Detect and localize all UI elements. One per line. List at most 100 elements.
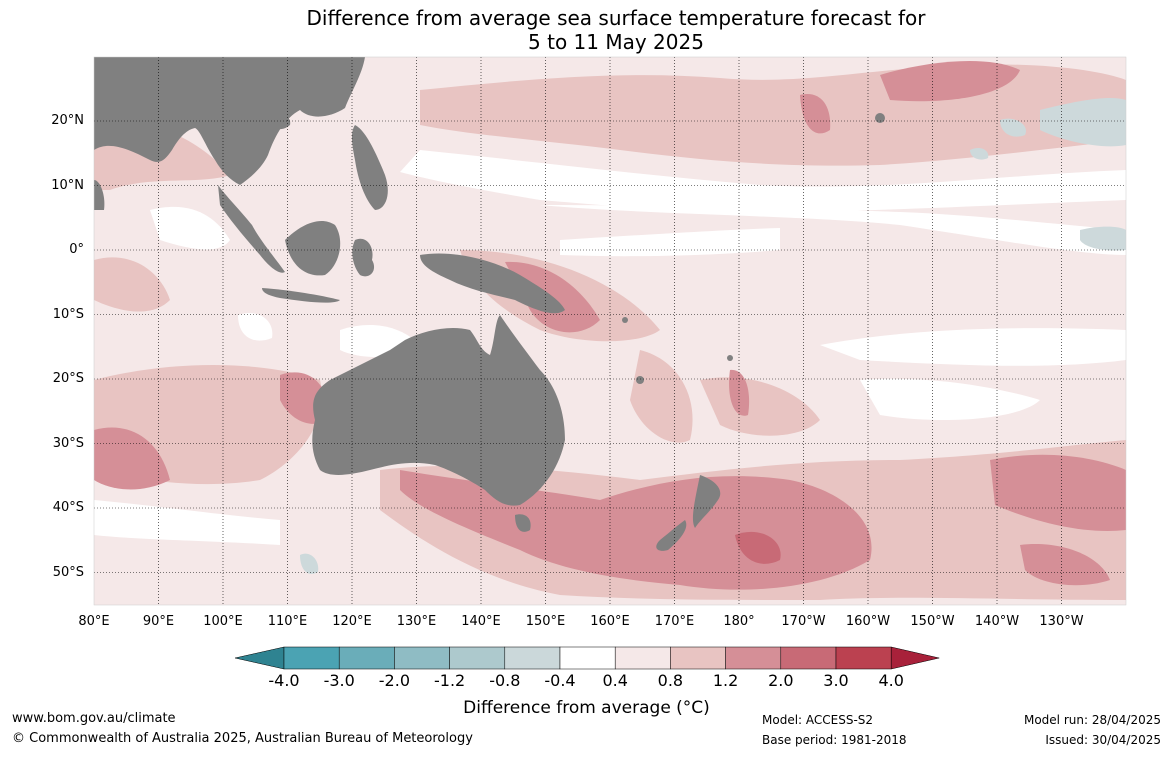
base-period: Base period: 1981-2018 — [762, 733, 907, 747]
india-tip — [94, 180, 105, 210]
colorbar-segment — [394, 646, 450, 670]
colorbar-segment — [504, 646, 561, 670]
neutral-band-eq2 — [560, 228, 780, 257]
colorbar-high-arrow — [890, 646, 940, 670]
colorbar — [234, 646, 940, 670]
neutral-patch-central-pacific — [860, 378, 1040, 420]
issued-date: Issued: 30/04/2025 — [1045, 733, 1161, 747]
neutral-band-southern — [94, 500, 280, 545]
colorbar-low-arrow — [234, 646, 285, 670]
longitude-label: 150°W — [910, 614, 955, 629]
cool-patch-north-east-2 — [1000, 118, 1026, 137]
longitude-label: 140°E — [461, 614, 501, 629]
cool-patch-small — [970, 147, 989, 160]
borneo — [285, 220, 341, 276]
java — [262, 288, 340, 303]
colorbar-segment — [780, 646, 837, 670]
latitude-label: 10°S — [52, 306, 84, 322]
map-field — [94, 57, 1126, 605]
longitude-label: 80°E — [78, 614, 110, 629]
hawaii — [875, 113, 885, 123]
neutral-patch-indian-2 — [238, 312, 273, 341]
longitude-label: 140°W — [974, 614, 1020, 629]
longitude-label: 180° — [723, 614, 755, 629]
australia — [312, 315, 565, 506]
new-zealand-north — [692, 475, 721, 528]
colorbar-tick-label: 1.2 — [712, 671, 739, 690]
warm-patch-west-indian — [94, 257, 170, 312]
neutral-band-north — [400, 150, 1126, 213]
cool-patch-east-equator — [1080, 226, 1126, 251]
new-guinea — [420, 253, 565, 314]
sumatra — [218, 185, 285, 273]
colorbar-tick-label: 0.4 — [602, 671, 628, 690]
latitude-label: 0° — [69, 242, 84, 257]
longitude-label: 170°E — [654, 614, 695, 629]
sulawesi — [352, 238, 375, 277]
longitude-label: 100°E — [203, 614, 243, 629]
colorbar-tick-label: 3.0 — [823, 671, 849, 690]
colorbar-tick-label: -0.4 — [544, 671, 576, 690]
website-link[interactable]: www.bom.gov.au/climate — [12, 711, 176, 726]
warm-patch-tasman-north — [630, 350, 693, 443]
warm-patch-hawaii-west — [800, 94, 831, 134]
latitude-label: 20°N — [51, 113, 84, 128]
latitude-label: 10°N — [51, 177, 84, 193]
neutral-band-equator — [540, 205, 1126, 255]
title-line-2: 5 to 11 May 2025 — [528, 30, 704, 54]
colorbar-segment — [449, 646, 506, 670]
colorbar-segment — [725, 646, 782, 670]
hainan-taiwan — [270, 115, 291, 130]
colorbar-segment — [559, 646, 616, 670]
map-title: Difference from average sea surface temp… — [0, 6, 1173, 54]
colorbar-tick-label: -2.0 — [378, 671, 410, 690]
longitude-label: 160°E — [590, 614, 630, 629]
longitude-label: 160°W — [845, 614, 891, 629]
new-zealand-south — [656, 520, 687, 551]
colorbar-tick-label: -1.2 — [433, 671, 466, 690]
warm-patch-vanuatu — [729, 369, 750, 416]
model-run-date: Model run: 28/04/2025 — [1023, 713, 1161, 727]
title-line-1: Difference from average sea surface temp… — [306, 6, 926, 30]
copyright-text: © Commonwealth of Australia 2025, Austra… — [12, 731, 473, 746]
warm-patch-strong-east-nz — [735, 531, 781, 564]
colorbar-segment — [670, 646, 726, 670]
neutral-patch-indian — [150, 206, 230, 250]
longitude-label: 130°E — [396, 614, 437, 629]
colorbar-tick-label: 4.0 — [878, 671, 904, 690]
colorbar-title: Difference from average (°C) — [463, 698, 710, 718]
colorbar-segment — [835, 646, 892, 670]
latitude-label: 20°S — [52, 371, 84, 386]
colorbar-tick-label: 2.0 — [768, 671, 794, 690]
cool-patch-north-east — [1040, 98, 1126, 147]
longitude-label: 170°W — [781, 614, 826, 629]
neutral-band-south-pacific — [820, 328, 1126, 366]
colorbar-segment — [283, 646, 340, 670]
longitude-label: 120°E — [332, 614, 372, 629]
cool-patch-southern — [300, 553, 319, 575]
solomon-islands — [622, 317, 628, 323]
new-caledonia — [636, 376, 644, 384]
longitude-label: 150°E — [525, 614, 566, 629]
colorbar-segment — [338, 646, 395, 670]
colorbar-tick-label: -0.8 — [489, 671, 521, 690]
longitude-label: 110°E — [267, 614, 308, 629]
colorbar-tick-label: -3.0 — [323, 671, 355, 690]
colorbar-tick-label: -4.0 — [268, 671, 300, 690]
longitude-label: 130°W — [1039, 614, 1084, 629]
graticule — [94, 57, 1126, 605]
latitude-label: 50°S — [52, 564, 84, 580]
warm-patch-south-east-pacific — [990, 454, 1126, 531]
map-frame — [93, 56, 1127, 606]
longitude-label: 90°E — [142, 614, 175, 629]
latitude-label: 40°S — [52, 500, 84, 515]
latitude-label: 30°S — [52, 435, 84, 451]
warm-patch-north-central — [880, 60, 1020, 102]
warm-patch-far-south-indian — [94, 427, 170, 490]
colorbar-tick-label: 0.8 — [657, 671, 684, 690]
philippines — [351, 125, 388, 210]
tasmania — [515, 514, 531, 532]
fiji — [727, 355, 733, 361]
warm-patch-far-south-east — [1020, 544, 1110, 586]
